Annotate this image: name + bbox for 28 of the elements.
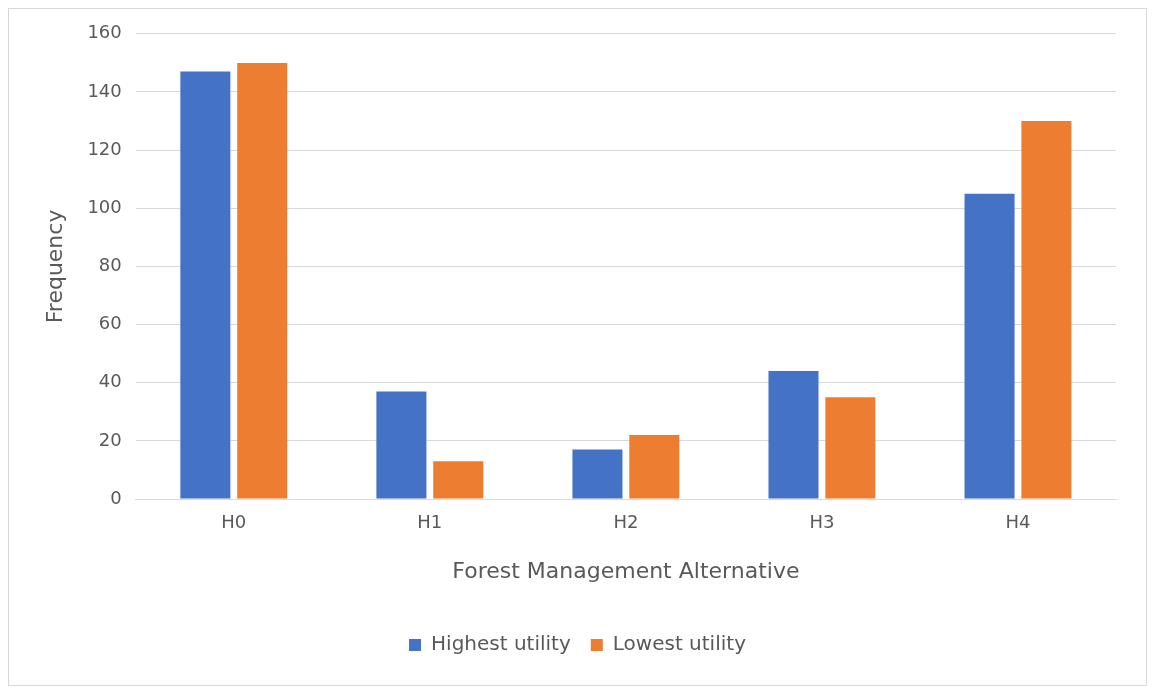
y-tick-label: 100 — [87, 195, 122, 217]
bar — [964, 193, 1015, 499]
legend-label: Lowest utility — [612, 631, 747, 656]
x-tick-label: H1 — [417, 511, 443, 533]
y-tick-label: 160 — [87, 21, 122, 43]
y-tick-label: 0 — [110, 486, 122, 508]
y-axis-title: Frequency — [41, 209, 67, 324]
bar — [180, 71, 231, 499]
legend-label: Highest utility — [431, 631, 571, 656]
y-tick-label: 140 — [87, 79, 122, 101]
bar — [825, 397, 876, 499]
x-tick-label: H4 — [1005, 511, 1031, 533]
y-tick-label: 120 — [87, 137, 122, 159]
y-tick-label: 40 — [98, 370, 122, 392]
y-tick-label: 20 — [98, 428, 122, 450]
x-axis-title: Forest Management Alternative — [452, 557, 800, 583]
bar — [768, 371, 819, 499]
bar — [376, 391, 427, 499]
x-tick-label: H0 — [221, 511, 247, 533]
bar — [629, 435, 680, 499]
bar — [237, 62, 288, 499]
x-tick-label: H3 — [809, 511, 835, 533]
x-tick-label: H2 — [613, 511, 639, 533]
bar — [1021, 121, 1072, 499]
bar — [433, 461, 484, 499]
y-tick-label: 80 — [98, 254, 122, 276]
y-tick-label: 60 — [98, 312, 122, 334]
bar — [572, 449, 623, 499]
